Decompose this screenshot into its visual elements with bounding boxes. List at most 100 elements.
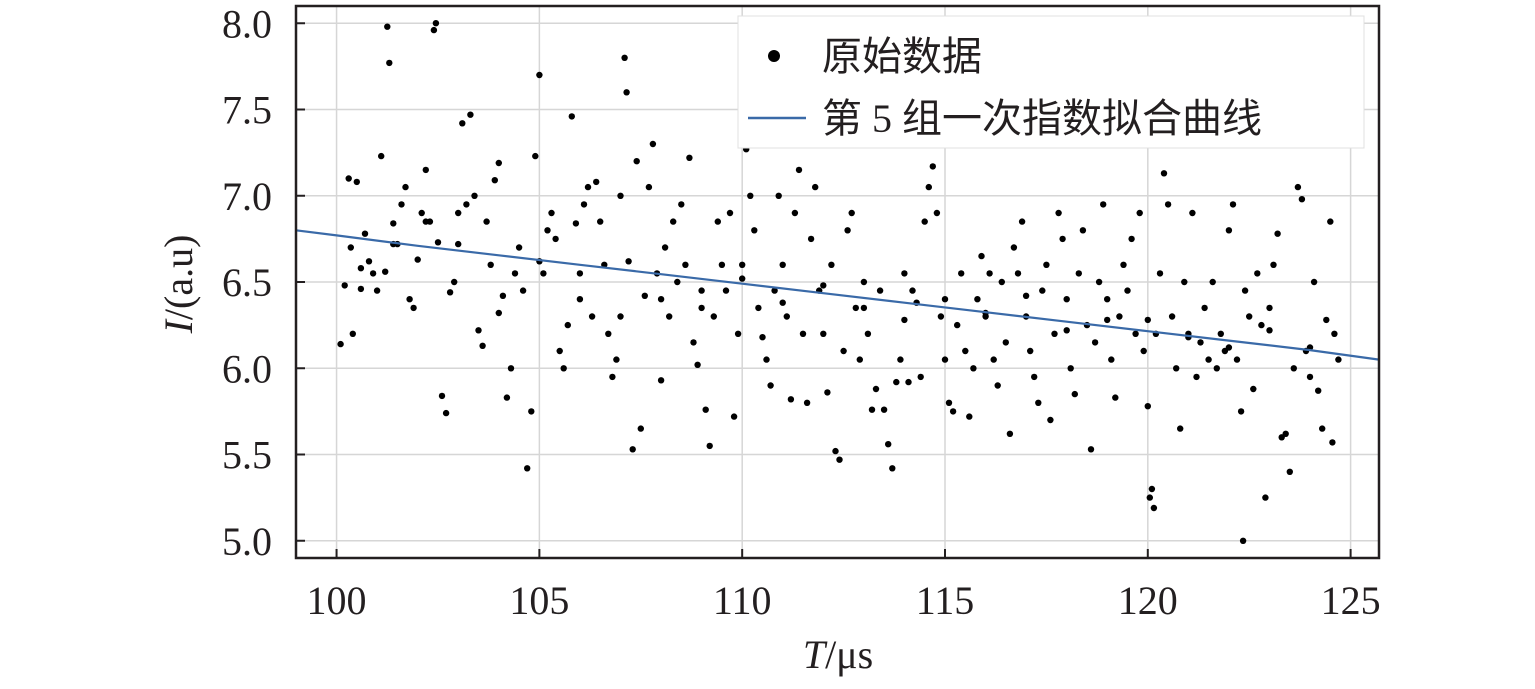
data-point	[739, 261, 746, 268]
data-point	[1239, 537, 1247, 544]
data-point	[889, 465, 896, 472]
data-point	[402, 183, 409, 191]
data-point	[1108, 356, 1115, 363]
data-point	[1063, 296, 1070, 303]
data-point	[1323, 316, 1330, 324]
data-point	[1104, 316, 1111, 324]
data-point	[941, 356, 949, 363]
data-point	[1270, 261, 1277, 268]
data-point	[1266, 327, 1273, 334]
data-point	[864, 330, 872, 337]
data-point	[1193, 373, 1200, 381]
data-point	[1059, 235, 1066, 243]
data-point	[1290, 365, 1298, 372]
data-point	[365, 258, 373, 265]
data-point	[807, 235, 815, 243]
data-point	[519, 287, 527, 294]
data-point	[1197, 339, 1204, 346]
data-point	[1160, 170, 1168, 177]
data-point	[1164, 201, 1172, 208]
data-point	[1071, 390, 1079, 398]
data-point	[958, 270, 965, 277]
data-point	[747, 192, 754, 199]
data-point	[812, 183, 819, 191]
data-point	[1043, 261, 1050, 268]
data-point	[629, 446, 636, 453]
data-point	[722, 287, 730, 294]
y-tick-label: 7.5	[222, 88, 272, 133]
y-tick-label: 7.0	[222, 174, 272, 219]
data-point	[1132, 330, 1139, 337]
data-point	[1014, 270, 1022, 277]
data-point	[617, 192, 624, 199]
data-point	[357, 285, 365, 293]
data-point	[580, 201, 588, 208]
data-point	[868, 406, 876, 413]
data-point	[893, 378, 900, 386]
data-point	[398, 201, 405, 208]
data-point	[552, 235, 559, 243]
data-point	[783, 313, 790, 320]
data-point	[791, 209, 799, 217]
data-point	[528, 408, 535, 415]
data-point	[836, 456, 843, 463]
data-point	[369, 270, 377, 277]
data-point	[1254, 270, 1261, 277]
data-point	[471, 192, 478, 199]
data-point	[345, 175, 352, 182]
data-point	[475, 327, 482, 334]
data-point	[532, 152, 539, 160]
data-point	[434, 239, 442, 246]
data-point	[799, 330, 807, 337]
data-point	[337, 340, 344, 348]
data-point	[909, 287, 916, 294]
data-point	[633, 158, 640, 165]
data-point	[966, 413, 973, 420]
x-axis-unit: /μs	[825, 632, 873, 677]
y-tick-label: 8.0	[222, 1, 272, 46]
data-point	[479, 342, 486, 349]
data-point	[1150, 504, 1158, 512]
data-point	[1306, 373, 1314, 381]
data-point	[860, 304, 868, 312]
data-point	[1217, 330, 1225, 337]
data-point	[386, 59, 393, 67]
data-point	[645, 183, 653, 191]
data-point	[1027, 347, 1034, 355]
data-point	[1237, 408, 1245, 415]
data-point	[418, 209, 425, 217]
y-axis-title: I/(a.u)	[156, 235, 201, 335]
y-tick-label: 5.0	[222, 519, 272, 564]
data-point	[921, 218, 928, 225]
data-point	[1298, 196, 1306, 203]
data-point	[779, 299, 786, 306]
data-point	[597, 218, 604, 225]
data-point	[698, 287, 705, 294]
data-point	[432, 20, 440, 27]
data-point	[945, 399, 953, 406]
legend-label-raw-data: 原始数据	[822, 34, 982, 79]
data-point	[779, 261, 786, 268]
data-point	[556, 347, 563, 355]
data-point	[390, 220, 397, 227]
legend-marker-scatter	[768, 50, 780, 62]
data-point	[1327, 218, 1334, 225]
data-point	[536, 71, 543, 79]
data-point	[1173, 365, 1180, 372]
data-point	[848, 209, 855, 217]
data-point	[605, 330, 612, 337]
data-point	[759, 334, 766, 341]
data-point	[649, 140, 657, 148]
data-point	[341, 282, 348, 289]
data-point	[560, 365, 567, 372]
data-point	[755, 304, 762, 312]
data-point	[657, 296, 665, 303]
data-point	[1335, 356, 1342, 363]
y-axis-var: I	[156, 318, 201, 334]
data-point	[459, 120, 466, 127]
data-point	[751, 227, 758, 234]
data-point	[430, 26, 438, 34]
legend-label-fit-curve: 第 5 组一次指数拟合曲线	[822, 96, 1262, 141]
data-point	[933, 209, 941, 217]
data-point	[593, 178, 600, 186]
